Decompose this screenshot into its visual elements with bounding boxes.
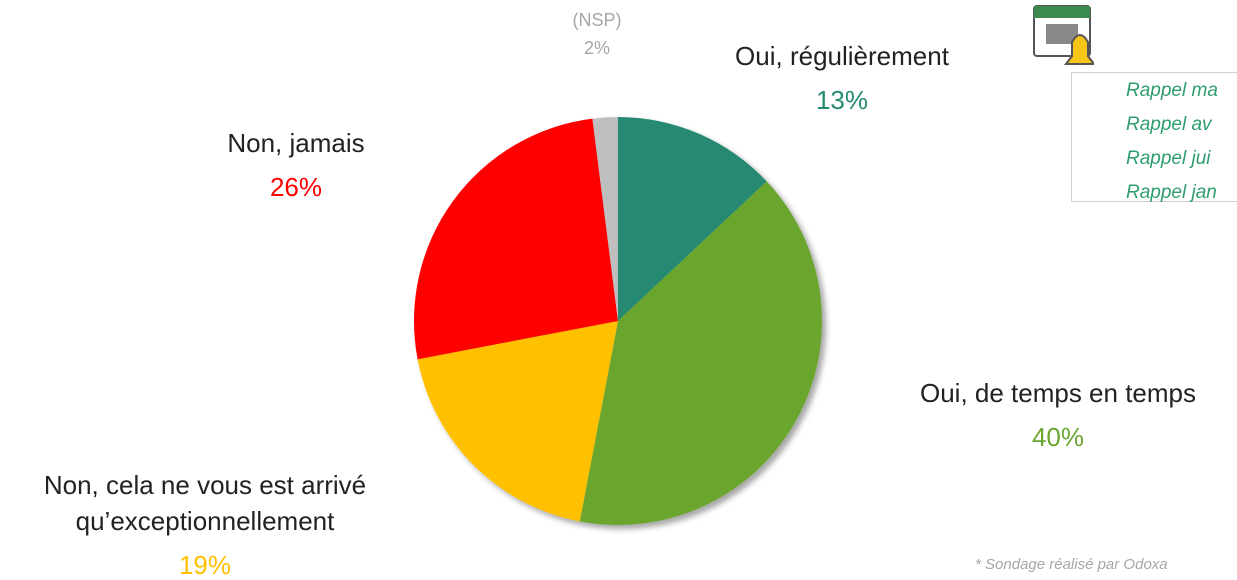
value-label: 13% xyxy=(815,85,869,115)
reminder-box xyxy=(1071,72,1237,202)
category-label: Oui, de temps en temps xyxy=(919,378,1197,408)
slice-label: (NSP) 2% xyxy=(497,6,697,62)
slices xyxy=(414,117,823,525)
calendar-icon xyxy=(1033,5,1094,65)
pie-slice xyxy=(579,181,823,525)
value-label: 2% xyxy=(583,38,610,58)
value-label: 26% xyxy=(269,172,323,202)
reminder-text: Rappel jan xyxy=(1126,182,1217,203)
pie-slice xyxy=(417,321,618,522)
slice-label: Oui, de temps en temps 40% xyxy=(858,375,1237,455)
pie-slice xyxy=(592,117,618,321)
slice-label: Non, jamais 26% xyxy=(96,125,496,205)
category-label: Non, cela ne vous est arrivé qu’exceptio… xyxy=(43,470,367,536)
pie-slice xyxy=(414,118,618,360)
slice-label: Non, cela ne vous est arrivé qu’exceptio… xyxy=(15,467,395,580)
reminder-text: Rappel av xyxy=(1126,114,1212,135)
category-label: (NSP) xyxy=(572,10,622,30)
reminder-text: Rappel ma xyxy=(1126,80,1218,101)
slice-label: Oui, régulièrement 13% xyxy=(642,38,1042,118)
footnote: * Sondage réalisé par Odoxa xyxy=(975,556,1168,573)
pie-slice xyxy=(618,117,767,321)
value-label: 19% xyxy=(178,550,232,580)
reminder-text: Rappel jui xyxy=(1126,148,1211,169)
category-label: Oui, régulièrement xyxy=(735,41,949,71)
category-label: Non, jamais xyxy=(227,128,365,158)
value-label: 40% xyxy=(1031,422,1085,452)
